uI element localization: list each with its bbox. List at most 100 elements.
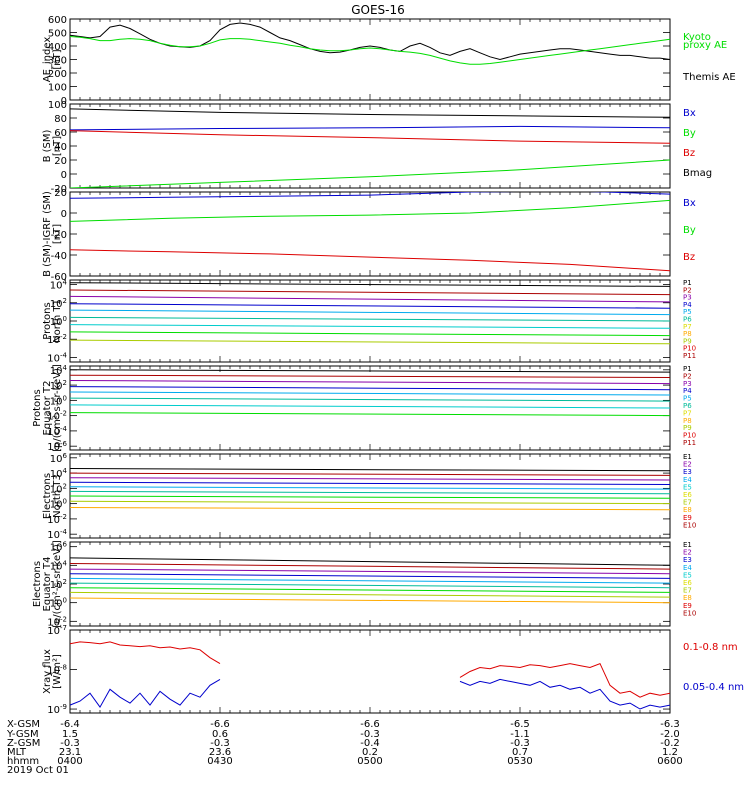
series-line-e8: [70, 591, 670, 598]
series-line-e6: [70, 582, 670, 589]
legend-entry: E2: [683, 549, 692, 557]
y-tick-label: 10-4: [47, 351, 67, 364]
y-tick-label: 100: [48, 100, 67, 111]
bottom-tick-value: 0530: [507, 756, 532, 767]
series-line-e3: [70, 477, 670, 481]
panel-bsm: -20 0 20 40 60 80 100 B (SM) [nT] Bx By Bz Bmag: [42, 100, 712, 195]
legend-entry: E1: [683, 541, 692, 549]
panel-frame: [69, 18, 671, 101]
legend-entry: P4: [683, 387, 692, 395]
series-line-e4: [70, 573, 670, 579]
legend-entry: P9: [683, 424, 692, 432]
legend-entry: E6: [683, 579, 692, 587]
y-tick-label: 10-2: [47, 410, 67, 423]
y-tick-label: -20: [51, 230, 67, 241]
legend-entry: P8: [683, 330, 692, 338]
panel-eet4: 10-2 100 102 104 106 Electrons Equator T4 [e/(c…: [32, 540, 696, 628]
series-line-e2: [70, 472, 670, 476]
series-line-p8: [70, 331, 670, 337]
y-tick-label: 10-9: [47, 703, 67, 716]
series-line-segment-0: [70, 641, 221, 665]
bottom-tick-value: 1.5: [62, 729, 78, 740]
legend-entry: By: [683, 128, 696, 139]
series-line-e3: [70, 568, 670, 575]
y-axis-label: North T3: [52, 474, 63, 518]
y-tick-label: 102: [50, 482, 67, 495]
panel-xray: 10-9 10-8 10-7 Xray flux [W/m²] 0.1-0.8 nm 0.0…: [42, 624, 744, 716]
legend-entry: Themis AE: [682, 72, 736, 83]
y-tick-label: 80: [54, 114, 67, 125]
y-tick-label: 10-6: [47, 440, 67, 453]
legend-entry: P3: [683, 380, 692, 388]
y-tick-label: 102: [50, 578, 67, 591]
y-tick-label: 104: [50, 364, 68, 377]
series-line-by: [70, 199, 670, 222]
series-group: [70, 282, 670, 345]
y-axis-label: Protons: [42, 302, 53, 339]
bottom-tick-value: -1.1: [510, 729, 530, 740]
series-line-p3: [70, 295, 670, 303]
legend-entry: P3: [683, 294, 692, 302]
bottom-tick-value: -0.2: [660, 738, 680, 749]
y-axis-label: [nT]: [52, 224, 63, 244]
series-line-segment-1: [70, 678, 221, 709]
legend-entry: E8: [683, 506, 692, 514]
legend-entry: P7: [683, 323, 692, 331]
bottom-tick-value: -0.3: [210, 738, 230, 749]
y-axis-label: [W/m²]: [52, 654, 63, 689]
bottom-row-label: Z-GSM: [7, 738, 40, 749]
series-line-e5: [70, 486, 670, 490]
series-line-p7: [70, 324, 670, 329]
series-line-e6: [70, 490, 670, 495]
series-line-segment-3: [459, 678, 670, 710]
series-line-p1: [70, 369, 670, 373]
y-axis-label: [nT]: [52, 49, 63, 69]
legend-entry: E10: [683, 521, 696, 529]
legend-entry: P8: [683, 417, 692, 425]
legend-entry: P9: [683, 337, 692, 345]
legend-entry: P6: [683, 316, 692, 324]
bottom-tick-value: 0.7: [512, 747, 528, 758]
legend-entry: P2: [683, 372, 692, 380]
legend-entry: 0.05-0.4 nm: [683, 682, 744, 693]
series-line-p5: [70, 309, 670, 316]
bottom-tick-value: 23.1: [59, 747, 81, 758]
y-axis-label: Xray flux: [42, 649, 53, 694]
bottom-tick-value: 23.6: [209, 747, 231, 758]
legend-entry: E6: [683, 491, 692, 499]
y-tick-label: 200: [48, 69, 67, 80]
legend-entry: P4: [683, 301, 692, 309]
y-tick-label: 10-4: [47, 528, 67, 541]
y-tick-label: 102: [50, 379, 67, 392]
series-line-segment-2: [459, 662, 670, 698]
y-tick-label: 10-7: [47, 624, 67, 637]
series-line-p2: [70, 374, 670, 378]
y-axis-label: AE_index: [42, 37, 53, 83]
series-group: [70, 192, 670, 272]
y-axis-label: North T1: [52, 299, 63, 343]
y-tick-label: 104: [50, 559, 68, 572]
y-tick-label: 0: [61, 209, 67, 220]
legend-entry: P2: [683, 286, 692, 294]
legend-entry: E10: [683, 609, 696, 617]
y-axis-label: [p/(cm²-s-sr-keV)]: [52, 364, 63, 452]
bottom-tick-value: -0.4: [360, 738, 380, 749]
panel-pet2: 10-6 10-4 10-2 100 102 104 Protons Equator T2 [p…: [32, 364, 696, 453]
legend-entry: P11: [683, 439, 696, 447]
y-axis-label: [e/(cm²-s-sr-keV)]: [52, 540, 63, 628]
legend-entry: E2: [683, 461, 692, 469]
bottom-tick-value: 0400: [57, 756, 82, 767]
series-line-e7: [70, 495, 670, 499]
y-tick-label: 102: [50, 297, 67, 310]
series-line-p4: [70, 303, 670, 309]
bottom-tick-value: 0430: [207, 756, 232, 767]
series-line-p5: [70, 391, 670, 396]
bottom-tick-value: -0.3: [60, 738, 80, 749]
panel-ae: 0 100 200 300 400 500 600 AE_index [nT] Kyotoprox…: [42, 15, 736, 107]
y-axis-label: Electrons: [32, 561, 43, 607]
legend-entry: P5: [683, 395, 692, 403]
y-tick-label: 0: [61, 170, 67, 181]
legend-entry: E4: [683, 476, 692, 484]
legend-entry: P1: [683, 365, 692, 373]
bottom-tick-value: -6.6: [210, 719, 230, 730]
